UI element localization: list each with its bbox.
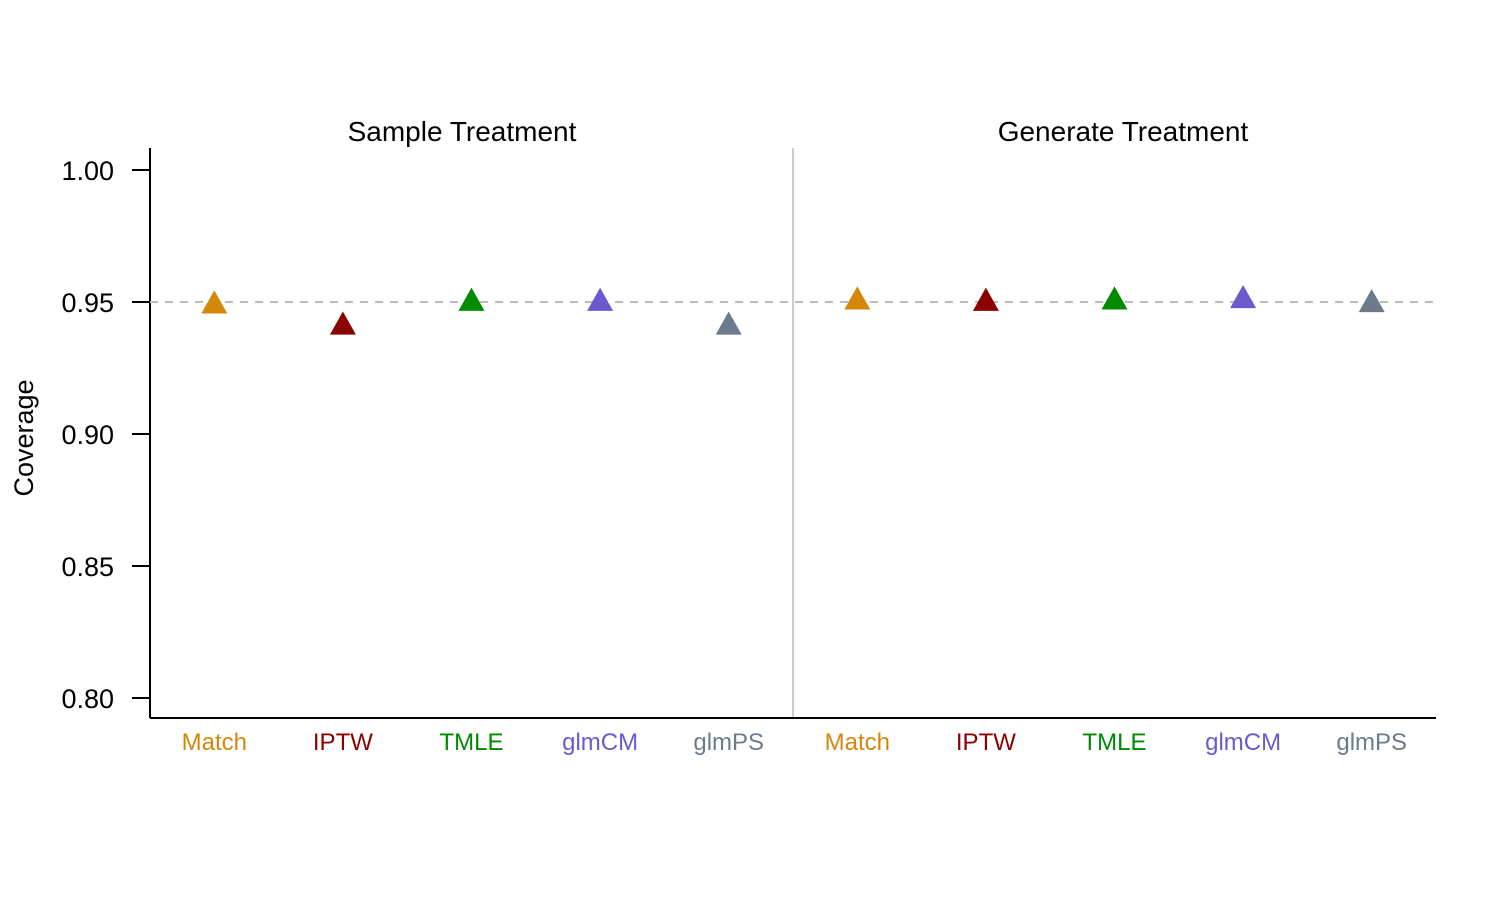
point-sample-tmle — [458, 287, 485, 311]
point-sample-glmps — [715, 311, 742, 335]
x-tick-label-generate-glmcm: glmCM — [1205, 729, 1281, 756]
point-sample-iptw — [329, 311, 356, 335]
point-sample-glmcm — [587, 287, 614, 311]
y-tick-label-0.85: 0.85 — [61, 552, 114, 582]
x-axis: Match IPTW TMLE glmCM glmPS Match IPTW TMLE glmC… — [150, 717, 1436, 756]
y-tick-label-0.95: 0.95 — [61, 288, 114, 318]
plot-area — [150, 148, 1436, 718]
point-generate-iptw — [972, 287, 999, 311]
y-tick-label-0.90: 0.90 — [61, 420, 114, 450]
x-tick-label-generate-tmle: TMLE — [1082, 729, 1146, 756]
x-tick-label-generate-iptw: IPTW — [956, 729, 1016, 756]
facet-titles: Sample Treatment Generate Treatment — [348, 116, 1249, 147]
point-generate-tmle — [1101, 286, 1128, 310]
y-axis: 0.80 0.85 0.90 0.95 1.00 — [61, 148, 151, 718]
facet-title-sample-treatment: Sample Treatment — [348, 116, 577, 147]
y-tick-label-0.80: 0.80 — [61, 684, 114, 714]
x-tick-label-generate-glmps: glmPS — [1336, 729, 1407, 756]
y-tick-label-1.00: 1.00 — [61, 156, 114, 186]
point-generate-glmps — [1358, 289, 1385, 313]
x-tick-label-sample-tmle: TMLE — [439, 729, 503, 756]
x-tick-label-sample-glmps: glmPS — [693, 729, 764, 756]
x-tick-label-sample-match: Match — [182, 729, 247, 756]
x-tick-label-sample-glmcm: glmCM — [562, 729, 638, 756]
point-generate-match — [844, 286, 871, 310]
facet-title-generate-treatment: Generate Treatment — [998, 116, 1249, 147]
x-tick-label-generate-match: Match — [825, 729, 890, 756]
point-generate-glmcm — [1230, 285, 1257, 309]
point-sample-match — [201, 290, 228, 314]
x-tick-label-sample-iptw: IPTW — [313, 729, 373, 756]
y-axis-label: Coverage — [9, 379, 39, 496]
